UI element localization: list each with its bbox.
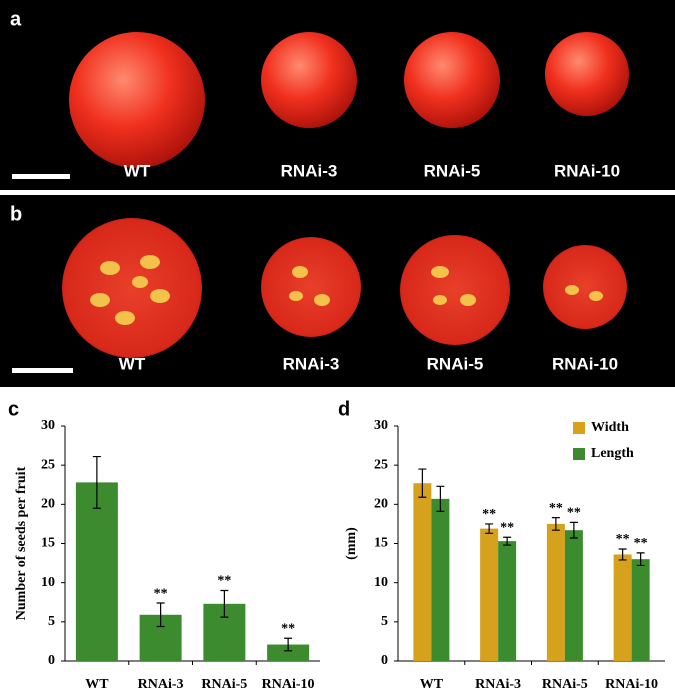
y-tick-label: 20: [374, 497, 388, 512]
tomato-section: [62, 218, 202, 358]
photo-label: RNAi-5: [424, 161, 481, 180]
tomato: [545, 32, 629, 116]
y-tick-label: 10: [41, 575, 55, 590]
x-tick-label: RNAi-3: [138, 677, 184, 692]
bar: [564, 530, 583, 661]
seeds: [90, 255, 603, 325]
photo-label: RNAi-3: [281, 161, 338, 180]
tomato-section: [261, 237, 361, 337]
bar: [631, 559, 650, 661]
significance-label: **: [217, 574, 231, 589]
y-tick-label: 0: [381, 653, 388, 668]
photo-label: RNAi-10: [554, 161, 620, 180]
error-bar: [551, 517, 560, 531]
bar: [498, 541, 517, 661]
error-bar: [618, 548, 627, 561]
y-tick-label: 5: [381, 614, 388, 629]
significance-label: **: [634, 536, 648, 551]
x-tick-label: WT: [420, 677, 444, 692]
x-tick-label: RNAi-10: [605, 677, 658, 692]
x-tick-label: RNAi-3: [475, 677, 521, 692]
y-tick-label: 25: [41, 457, 55, 472]
legend-label: Length: [591, 446, 634, 461]
significance-label: **: [616, 532, 630, 547]
y-tick-label: 15: [374, 536, 388, 551]
legend-swatch: [573, 422, 585, 434]
bar: [546, 523, 565, 661]
x-tick-label: RNAi-10: [262, 677, 315, 692]
significance-label: **: [281, 622, 295, 637]
y-tick-label: 25: [374, 457, 388, 472]
y-tick-label: 15: [41, 536, 55, 551]
x-tick-label: WT: [85, 677, 109, 692]
error-bar: [636, 552, 645, 567]
tomato-section: [543, 245, 627, 329]
panel-letter: d: [338, 398, 350, 420]
error-bar: [284, 637, 293, 652]
photo-label: WT: [124, 161, 151, 180]
y-tick-label: 30: [41, 418, 55, 433]
legend-label: Width: [591, 420, 629, 435]
error-bar: [569, 521, 578, 539]
bar: [413, 483, 432, 661]
x-tick-label: RNAi-5: [201, 677, 247, 692]
error-bar: [220, 589, 229, 618]
tomato: [261, 32, 357, 128]
scale-bar: [12, 174, 70, 179]
bar: [480, 528, 499, 661]
panel-letter: a: [10, 8, 22, 30]
error-bar: [436, 485, 445, 512]
error-bar: [156, 602, 165, 628]
bar: [267, 644, 310, 661]
tomato: [69, 32, 205, 168]
error-bar: [92, 455, 101, 509]
significance-label: **: [154, 586, 168, 601]
significance-label: **: [482, 507, 496, 522]
y-tick-label: 30: [374, 418, 388, 433]
y-axis-label: Number of seeds per fruit: [14, 466, 29, 620]
scale-bar: [12, 368, 73, 373]
photo-label: WT: [119, 354, 146, 373]
significance-label: **: [500, 520, 514, 535]
error-bar: [418, 468, 427, 498]
y-tick-label: 5: [48, 614, 55, 629]
bar: [75, 482, 118, 661]
panel-b: b WT RNAi-3 RNAi-5 RNAi-10: [0, 195, 675, 387]
y-axis-label: (mm): [344, 527, 359, 560]
legend-swatch: [573, 448, 585, 460]
panel-letter: b: [10, 203, 22, 225]
significance-label: **: [567, 506, 581, 521]
tomato-section: [400, 235, 510, 345]
photo-label: RNAi-3: [283, 354, 340, 373]
y-tick-label: 0: [48, 653, 55, 668]
error-bar: [503, 536, 512, 546]
bar: [613, 554, 632, 661]
photo-label: RNAi-5: [427, 354, 484, 373]
x-tick-label: RNAi-5: [542, 677, 588, 692]
significance-label: **: [549, 501, 563, 516]
bar: [431, 498, 450, 661]
panel-a: a WT RNAi-3 RNAi-5 RNAi-10: [0, 0, 675, 190]
panel-letter: c: [8, 398, 19, 420]
photo-label: RNAi-10: [552, 354, 618, 373]
tomato: [404, 32, 500, 128]
y-tick-label: 10: [374, 575, 388, 590]
error-bar: [485, 523, 494, 534]
y-tick-label: 20: [41, 497, 55, 512]
